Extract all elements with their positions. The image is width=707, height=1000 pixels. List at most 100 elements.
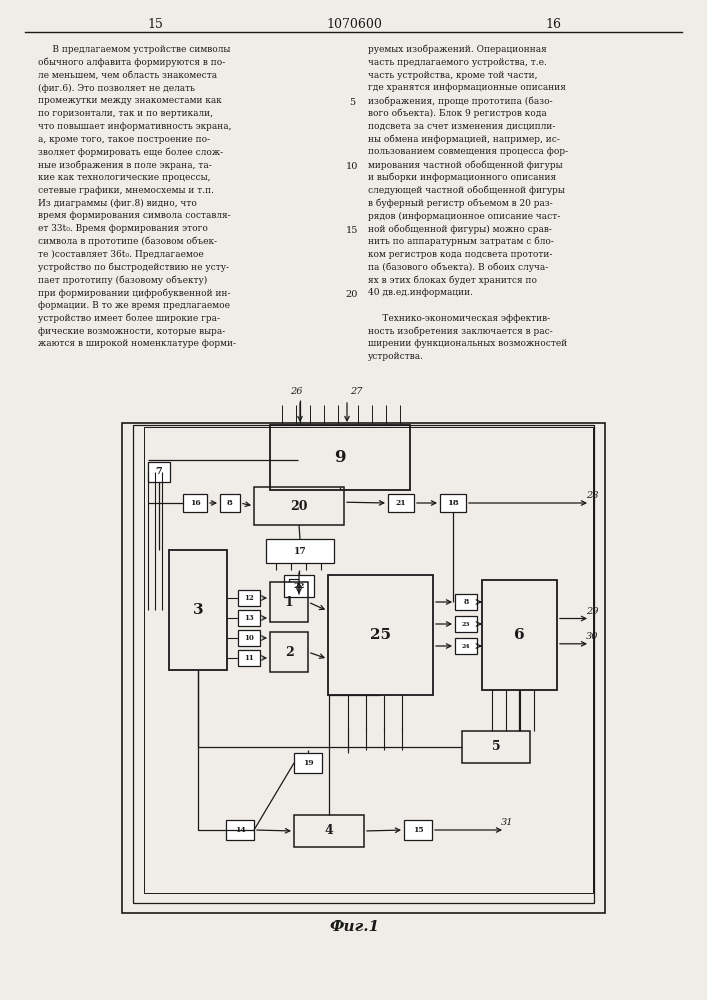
Bar [270, 632, 308, 672]
Text: Из диаграммы (фиг.8) видно, что: Из диаграммы (фиг.8) видно, что [38, 199, 197, 208]
Text: 10: 10 [244, 634, 254, 642]
Text: ет 33t₀. Время формирования этого: ет 33t₀. Время формирования этого [38, 224, 208, 233]
Text: 30: 30 [586, 632, 599, 641]
Bar [169, 550, 227, 670]
Text: 25: 25 [370, 628, 391, 642]
Text: 9: 9 [334, 449, 346, 466]
Text: 3: 3 [193, 603, 204, 617]
Text: 2: 2 [285, 646, 293, 658]
Text: устройство имеет более широкие гра-: устройство имеет более широкие гра- [38, 314, 220, 323]
Text: изображения, проще прототипа (базо-: изображения, проще прототипа (базо- [368, 96, 553, 106]
Text: 1: 1 [285, 595, 293, 608]
Text: рядов (информационное описание част-: рядов (информационное описание част- [368, 211, 560, 221]
Bar [144, 427, 593, 893]
Bar [238, 650, 260, 666]
Text: часть предлагаемого устройства, т.е.: часть предлагаемого устройства, т.е. [368, 58, 547, 67]
Bar [220, 494, 240, 512]
Text: в буферный регистр объемом в 20 раз-: в буферный регистр объемом в 20 раз- [368, 199, 553, 208]
Text: символа в прототипе (базовом объек-: символа в прототипе (базовом объек- [38, 237, 217, 246]
Text: ширении функциональных возможностей: ширении функциональных возможностей [368, 339, 567, 348]
Text: устройство по быстродействию не усту-: устройство по быстродействию не усту- [38, 263, 229, 272]
Text: 4: 4 [325, 824, 334, 838]
Text: вого объекта). Блок 9 регистров кода: вого объекта). Блок 9 регистров кода [368, 109, 547, 118]
Text: ной обобщенной фигуры) можно срав-: ной обобщенной фигуры) можно срав- [368, 224, 552, 234]
Text: 11: 11 [244, 654, 254, 662]
Text: что повышает информативность экрана,: что повышает информативность экрана, [38, 122, 231, 131]
Text: 16: 16 [545, 18, 561, 31]
Bar [226, 820, 254, 840]
Text: 13: 13 [244, 614, 254, 622]
Text: 21: 21 [396, 499, 407, 507]
Text: 12: 12 [244, 594, 254, 602]
Text: нить по аппаратурным затратам с бло-: нить по аппаратурным затратам с бло- [368, 237, 554, 246]
Text: мирования частной обобщенной фигуры: мирования частной обобщенной фигуры [368, 160, 563, 170]
Text: 29: 29 [586, 606, 599, 615]
Text: пает прототипу (базовому объекту): пает прототипу (базовому объекту) [38, 275, 207, 285]
Text: 27: 27 [350, 387, 363, 396]
Text: 18: 18 [447, 499, 459, 507]
Text: те )составляет 36t₀. Предлагаемое: те )составляет 36t₀. Предлагаемое [38, 250, 204, 259]
Text: и выборки информационного описания: и выборки информационного описания [368, 173, 556, 182]
Bar [122, 423, 605, 913]
Text: 8: 8 [227, 499, 233, 507]
Bar [270, 582, 308, 622]
Bar [294, 753, 322, 773]
Text: 20: 20 [291, 499, 308, 512]
Text: 26: 26 [290, 387, 303, 396]
Text: 22: 22 [293, 582, 305, 590]
Bar [238, 630, 260, 646]
Text: 28: 28 [586, 491, 599, 500]
Bar [455, 616, 477, 632]
Text: зволяет формировать еще более слож-: зволяет формировать еще более слож- [38, 147, 223, 157]
Text: ные изображения в поле экрана, та-: ные изображения в поле экрана, та- [38, 160, 212, 170]
Text: ны обмена информацией, например, ис-: ны обмена информацией, например, ис- [368, 135, 560, 144]
Text: 24: 24 [462, 644, 470, 648]
Text: где хранятся информационные описания: где хранятся информационные описания [368, 83, 566, 92]
Text: В предлагаемом устройстве символы: В предлагаемом устройстве символы [38, 45, 230, 54]
Text: 15: 15 [413, 826, 423, 834]
Bar [238, 590, 260, 606]
Text: 17: 17 [293, 546, 306, 556]
Bar [455, 638, 477, 654]
Bar [404, 820, 432, 840]
Text: 14: 14 [235, 826, 245, 834]
Bar [462, 731, 530, 763]
Text: руемых изображений. Операционная: руемых изображений. Операционная [368, 45, 547, 54]
Text: ле меньшем, чем область знакоместа: ле меньшем, чем область знакоместа [38, 71, 217, 80]
Text: 20: 20 [346, 290, 358, 299]
Text: время формирования символа составля-: время формирования символа составля- [38, 211, 230, 220]
Text: 8: 8 [463, 598, 469, 606]
Text: устройства.: устройства. [368, 352, 424, 361]
Text: ком регистров кода подсвета прототи-: ком регистров кода подсвета прототи- [368, 250, 552, 259]
Text: (фиг.6). Это позволяет не делать: (фиг.6). Это позволяет не делать [38, 83, 195, 93]
Bar [133, 425, 594, 903]
Text: фические возможности, которые выра-: фические возможности, которые выра- [38, 327, 226, 336]
Text: формации. В то же время предлагаемое: формации. В то же время предлагаемое [38, 301, 230, 310]
Bar [440, 494, 466, 512]
Bar [266, 539, 334, 563]
Text: 5: 5 [491, 740, 501, 754]
Text: часть устройства, кроме той части,: часть устройства, кроме той части, [368, 71, 537, 80]
Bar [148, 462, 170, 482]
Bar [254, 487, 344, 525]
Text: 5: 5 [349, 98, 355, 107]
Text: следующей частной обобщенной фигуры: следующей частной обобщенной фигуры [368, 186, 565, 195]
Text: ях в этих блоках будет хранится по: ях в этих блоках будет хранится по [368, 275, 537, 285]
Text: при формировании цифробуквенной ин-: при формировании цифробуквенной ин- [38, 288, 230, 298]
Text: па (базового объекта). В обоих случа-: па (базового объекта). В обоих случа- [368, 263, 548, 272]
Bar [482, 580, 557, 690]
Text: Фиг.1: Фиг.1 [329, 920, 379, 934]
Text: Технико-экономическая эффектив-: Технико-экономическая эффектив- [368, 314, 550, 323]
Bar [455, 594, 477, 610]
Text: 15: 15 [346, 226, 358, 235]
Bar [238, 610, 260, 626]
Text: обычного алфавита формируются в по-: обычного алфавита формируются в по- [38, 58, 226, 67]
Text: 23: 23 [462, 621, 470, 626]
Text: 31: 31 [501, 818, 513, 827]
Text: 7: 7 [156, 468, 163, 477]
Text: жаются в широкой номенклатуре форми-: жаются в широкой номенклатуре форми- [38, 339, 236, 348]
Text: 16: 16 [189, 499, 200, 507]
Text: 19: 19 [303, 759, 313, 767]
Text: 15: 15 [147, 18, 163, 31]
Bar [270, 425, 410, 490]
